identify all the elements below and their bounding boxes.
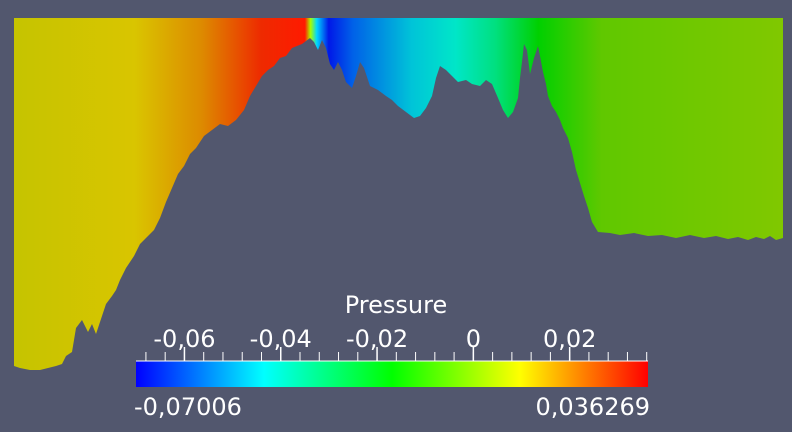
colorbar-gradient [136, 361, 648, 387]
colorbar-range-min: -0,07006 [134, 393, 242, 421]
colorbar-tick-label: 0 [465, 325, 481, 353]
colorbar-tick-label: -0,02 [345, 325, 409, 353]
colorbar-tick-label: -0,04 [249, 325, 312, 353]
colorbar [136, 347, 648, 387]
colorbar-tick-label: -0,06 [153, 325, 216, 353]
colorbar-major-ticks [183, 347, 571, 361]
pressure-domain-shape [14, 18, 783, 370]
colorbar-range-max: 0,036269 [535, 393, 650, 421]
colorbar-tick-label: 0,02 [542, 325, 597, 353]
colorbar-title: Pressure [344, 291, 448, 319]
